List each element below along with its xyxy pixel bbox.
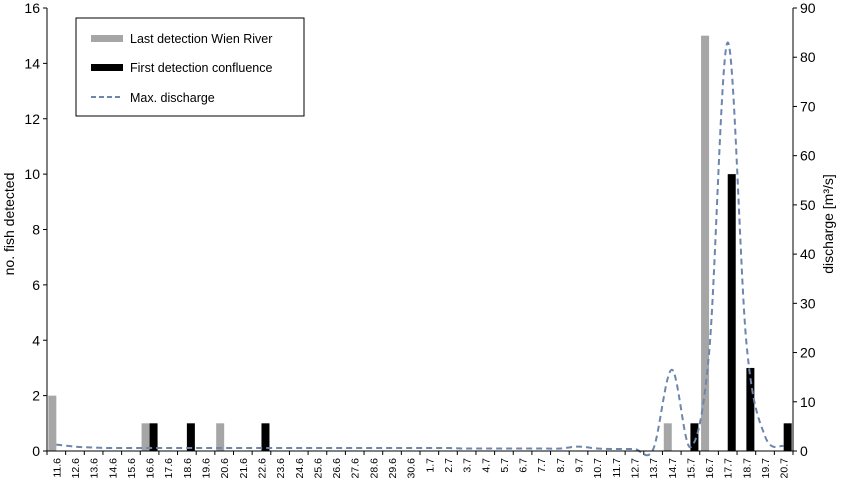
x-tick-label: 18.7 (741, 458, 753, 479)
x-tick-label: 22.6 (256, 458, 268, 479)
x-tick-label: 26.6 (331, 458, 343, 479)
bar-first-detection (690, 423, 699, 451)
x-tick-label: 16.6 (145, 458, 157, 479)
x-tick-label: 16.7 (704, 458, 716, 479)
bar-first-detection (261, 423, 270, 451)
x-tick-label: 29.6 (387, 458, 399, 479)
x-tick-label: 1.7 (424, 458, 436, 473)
bar-first-detection (727, 174, 736, 451)
y-left-tick-label: 10 (24, 166, 40, 182)
x-tick-label: 3.7 (462, 458, 474, 473)
x-tick-label: 13.6 (89, 458, 101, 479)
y-axis-right-title: discharge [m³/s] (820, 174, 836, 274)
x-tick-label: 15.6 (126, 458, 138, 479)
x-tick-label: 5.7 (499, 458, 511, 473)
x-tick-label: 2.7 (443, 458, 455, 473)
x-tick-label: 7.7 (536, 458, 548, 473)
x-tick-label: 14.6 (107, 458, 119, 479)
x-tick-label: 19.7 (760, 458, 772, 479)
x-tick-label: 17.6 (163, 458, 175, 479)
x-tick-label: 15.7 (685, 458, 697, 479)
y-left-tick-label: 6 (32, 277, 40, 293)
legend-label-last-detection: Last detection Wien River (130, 32, 272, 46)
x-tick-label: 14.7 (667, 458, 679, 479)
y-right-tick-label: 70 (800, 98, 816, 114)
legend-swatch-first-detection (91, 64, 123, 71)
y-right-tick-label: 30 (800, 295, 816, 311)
x-tick-label: 4.7 (480, 458, 492, 473)
x-tick-label: 11.7 (611, 458, 623, 478)
bar-group (48, 35, 792, 451)
y-right-tick-label: 40 (800, 246, 816, 262)
x-tick-label: 11.6 (51, 458, 63, 478)
legend-swatch-last-detection (91, 35, 123, 42)
x-tick-label: 12.6 (70, 458, 82, 479)
x-tick-label: 10.7 (592, 458, 604, 479)
y-right-tick-label: 0 (800, 443, 808, 459)
x-tick-label: 30.6 (406, 458, 418, 479)
line-group (56, 41, 785, 457)
y-right-tick-label: 80 (800, 49, 816, 65)
x-tick-label: 17.7 (723, 458, 735, 479)
x-tick-label: 12.7 (629, 458, 641, 479)
y-right-tick-label: 20 (800, 345, 816, 361)
y-right-tick-label: 50 (800, 197, 816, 213)
y-right-tick-label: 60 (800, 148, 816, 164)
y-left-tick-label: 12 (24, 111, 40, 127)
y-left-tick-label: 2 (32, 388, 40, 404)
x-tick-label: 23.6 (275, 458, 287, 479)
legend: Last detection Wien River First detectio… (75, 17, 305, 117)
x-tick-label: 21.6 (238, 458, 250, 479)
bar-last-detection (701, 35, 710, 451)
y-left-tick-label: 4 (32, 332, 40, 348)
x-tick-label: 19.6 (201, 458, 213, 479)
y-left-tick-label: 0 (32, 443, 40, 459)
bar-first-detection (783, 423, 792, 451)
x-tick-label: 25.6 (312, 458, 324, 479)
x-tick-label: 24.6 (294, 458, 306, 479)
bar-first-detection (149, 423, 158, 451)
bar-last-detection (663, 423, 672, 451)
y-left-tick-label: 16 (24, 0, 40, 16)
y-axis-left-title: no. fish detected (1, 173, 17, 276)
bar-last-detection (141, 423, 150, 451)
bar-last-detection (48, 395, 57, 451)
x-tick-label: 20.7 (779, 458, 791, 479)
y-left-tick-label: 8 (32, 222, 40, 238)
x-tick-label: 18.6 (182, 458, 194, 479)
x-tick-label: 28.6 (368, 458, 380, 479)
x-tick-label: 13.7 (648, 458, 660, 479)
bar-first-detection (746, 367, 755, 451)
y-left-tick-label: 14 (24, 55, 40, 71)
x-tick-label: 6.7 (518, 458, 530, 473)
y-right-tick-label: 10 (800, 394, 816, 410)
tick-labels: 0 2 4 6 8 10 12 14 16 0 10 20 30 40 50 60 70 80 90 11.6 12.6… (24, 0, 815, 478)
legend-label-discharge: Max. discharge (130, 91, 215, 105)
discharge-line (56, 41, 785, 457)
x-tick-label: 27.6 (350, 458, 362, 479)
bar-first-detection (186, 423, 195, 451)
axes (43, 7, 797, 455)
x-tick-label: 9.7 (574, 458, 586, 473)
x-tick-label: 8.7 (555, 458, 567, 473)
bar-last-detection (216, 423, 225, 451)
legend-label-first-detection: First detection confluence (130, 61, 272, 75)
x-tick-label: 20.6 (219, 458, 231, 479)
y-right-tick-label: 90 (800, 0, 816, 16)
